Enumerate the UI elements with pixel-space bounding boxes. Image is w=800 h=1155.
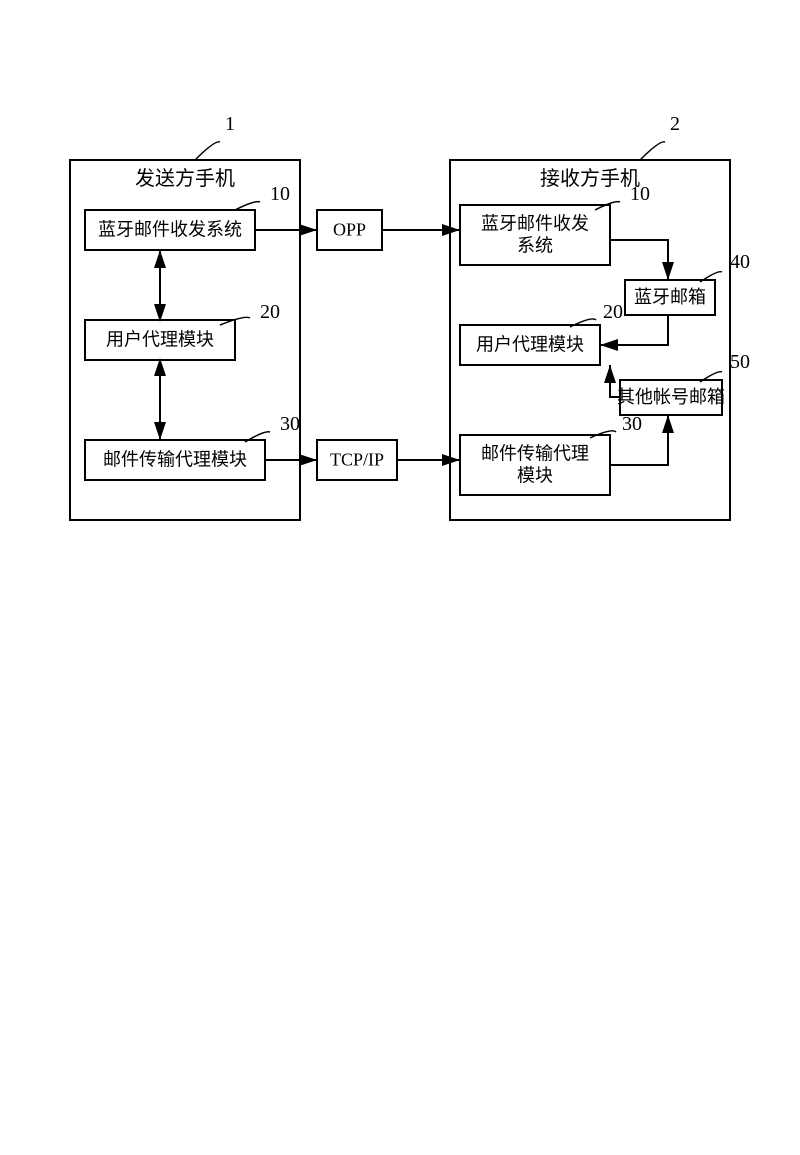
leader-line — [195, 142, 220, 160]
node-label: 用户代理模块 — [476, 335, 584, 355]
ref-label: 1 — [225, 113, 235, 135]
flowchart-diagram: 发送方手机 1 接收方手机 2 蓝牙邮件收发系统 10 用户代理模块 20 邮件传输代理模块 30… — [0, 0, 800, 1155]
node-label: 蓝牙邮箱 — [634, 287, 706, 307]
ref-label: 10 — [630, 183, 650, 205]
node-label: TCP/IP — [330, 450, 384, 470]
ref-label: 20 — [260, 301, 280, 323]
container-title: 接收方手机 — [540, 167, 640, 190]
leader-line — [640, 142, 665, 160]
ref-label: 10 — [270, 183, 290, 205]
ref-label: 30 — [280, 413, 300, 435]
node-label: 其他帐号邮箱 — [617, 387, 725, 407]
ref-label: 50 — [730, 351, 750, 373]
edge — [610, 240, 668, 280]
leader-line — [235, 202, 260, 210]
ref-label: 2 — [670, 113, 680, 135]
node-label: 蓝牙邮件收发系统 — [98, 220, 242, 240]
ref-label: 40 — [730, 251, 750, 273]
container-title: 发送方手机 — [135, 167, 235, 190]
ref-label: 20 — [603, 301, 623, 323]
node-label: 蓝牙邮件收发 — [481, 214, 589, 234]
node-label: 邮件传输代理模块 — [103, 450, 247, 470]
ref-label: 30 — [622, 413, 642, 435]
node-label: 系统 — [517, 236, 553, 256]
node-label: OPP — [333, 220, 366, 240]
node-label: 邮件传输代理 — [481, 444, 589, 464]
node-label: 用户代理模块 — [106, 330, 214, 350]
node-label: 模块 — [517, 466, 553, 486]
